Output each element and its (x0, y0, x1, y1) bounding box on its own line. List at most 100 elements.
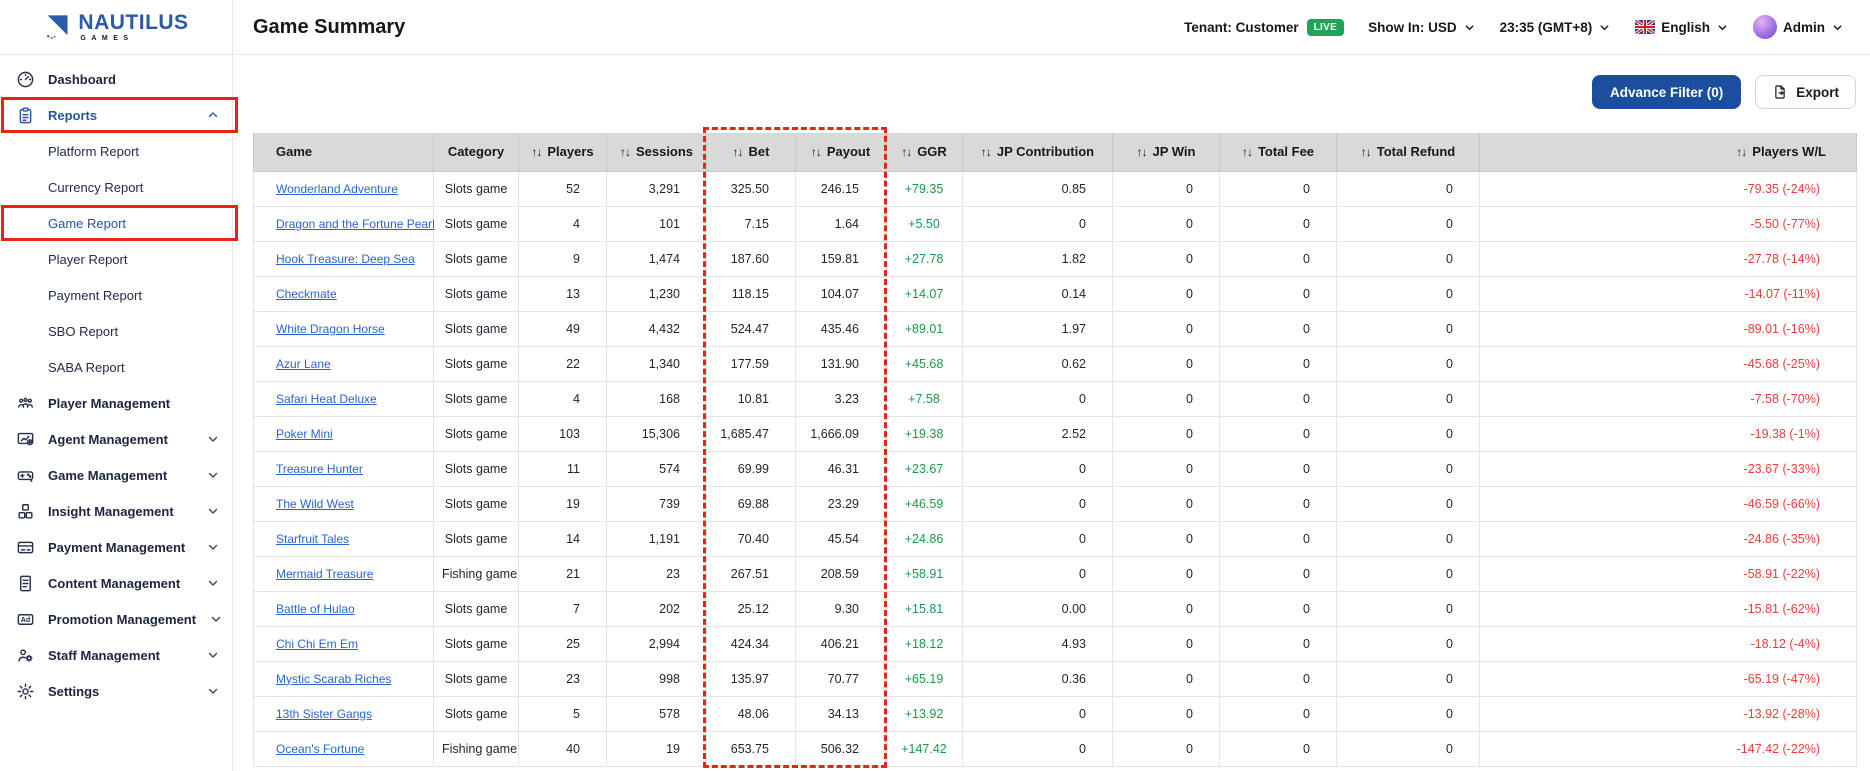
cell-total_fee: 0 (1219, 520, 1337, 557)
sidebar-item-saba-report[interactable]: SABA Report (0, 349, 232, 385)
gauge-icon (16, 70, 35, 89)
table-row: Ocean's Fortune Fishing game 40 19 653.75 506… (253, 730, 1857, 767)
sidebar-item-sbo-report[interactable]: SBO Report (0, 313, 232, 349)
game-link[interactable]: Chi Chi Em Em (276, 636, 359, 651)
sidebar-item-content-management[interactable]: Content Management (0, 565, 232, 601)
game-link[interactable]: Safari Heat Deluxe (276, 391, 377, 406)
game-link[interactable]: Starfruit Tales (276, 531, 350, 546)
cell-category: Slots game (433, 520, 519, 557)
cell-game: Mystic Scarab Riches (253, 660, 434, 697)
game-link[interactable]: Ocean's Fortune (276, 741, 365, 756)
cell-total_refund: 0 (1336, 660, 1480, 697)
cell-total_fee: 0 (1219, 380, 1337, 417)
cell-jp_contribution: 0 (962, 485, 1113, 522)
advance-filter-button[interactable]: Advance Filter (0) (1591, 75, 1742, 109)
cell-total_fee: 0 (1219, 485, 1337, 522)
column-header-players_wl[interactable]: ↑↓ Players W/L (1479, 133, 1857, 172)
tenant-indicator: Tenant: Customer LIVE (1184, 18, 1345, 36)
cell-payout: 208.59 (795, 555, 886, 592)
game-link[interactable]: Dragon and the Fortune Pearl (276, 216, 435, 231)
cell-sessions: 15,306 (606, 415, 707, 452)
column-header-jp_contribution[interactable]: ↑↓ JP Contribution (962, 133, 1113, 172)
currency-dropdown[interactable]: Show In: USD (1368, 20, 1476, 35)
cell-payout: 435.46 (795, 310, 886, 347)
export-button[interactable]: Export (1755, 75, 1856, 109)
cell-jp_win: 0 (1112, 555, 1220, 592)
timezone-dropdown[interactable]: 23:35 (GMT+8) (1500, 20, 1612, 35)
sidebar-item-payment-management[interactable]: Payment Management (0, 529, 232, 565)
cell-category: Slots game (433, 590, 519, 627)
sidebar-item-promotion-management[interactable]: Ad Promotion Management (0, 601, 232, 637)
cell-total_refund: 0 (1336, 205, 1480, 242)
sidebar-item-agent-management[interactable]: Agent Management (0, 421, 232, 457)
column-header-total_fee[interactable]: ↑↓ Total Fee (1219, 133, 1337, 172)
game-link[interactable]: Mystic Scarab Riches (276, 671, 392, 686)
column-header-players[interactable]: ↑↓ Players (518, 133, 607, 172)
game-link[interactable]: Azur Lane (276, 356, 331, 371)
cell-jp_contribution: 0 (962, 450, 1113, 487)
game-link[interactable]: Battle of Hulao (276, 601, 355, 616)
column-header-payout[interactable]: ↑↓ Payout (795, 133, 886, 172)
table-row: Safari Heat Deluxe Slots game 4 168 10.81 3.2… (253, 380, 1857, 417)
sidebar-item-reports[interactable]: Reports (0, 97, 238, 133)
sidebar-item-label: Staff Management (48, 647, 160, 663)
cell-jp_win: 0 (1112, 695, 1220, 732)
game-link[interactable]: Wonderland Adventure (276, 181, 398, 196)
game-link[interactable]: Mermaid Treasure (276, 566, 374, 581)
table-row: Wonderland Adventure Slots game 52 3,291 325… (253, 170, 1857, 207)
cell-jp_win: 0 (1112, 205, 1220, 242)
cell-jp_win: 0 (1112, 520, 1220, 557)
game-link[interactable]: Poker Mini (276, 426, 333, 441)
sidebar-item-player-report[interactable]: Player Report (0, 241, 232, 277)
cell-players_wl: -89.01 (-16%) (1479, 310, 1857, 347)
cell-jp_contribution: 2.52 (962, 415, 1113, 452)
cell-bet: 70.40 (706, 520, 796, 557)
sidebar-item-settings[interactable]: Settings (0, 673, 232, 709)
sidebar-menu: Dashboard Reports Platform Report Currency … (0, 55, 238, 709)
game-link[interactable]: Checkmate (276, 286, 337, 301)
cell-category: Fishing game (433, 555, 519, 592)
cell-total_fee: 0 (1219, 275, 1337, 312)
cell-category: Slots game (433, 450, 519, 487)
table-row: Battle of Hulao Slots game 7 202 25.12 9.30 +1… (253, 590, 1857, 627)
game-link[interactable]: White Dragon Horse (276, 321, 385, 336)
sidebar-item-game-report[interactable]: Game Report (0, 205, 238, 241)
sort-icon: ↑↓ (810, 145, 822, 160)
sort-icon: ↑↓ (1136, 145, 1148, 160)
game-link[interactable]: Treasure Hunter (276, 461, 363, 476)
game-link[interactable]: The Wild West (276, 496, 354, 511)
game-link[interactable]: 13th Sister Gangs (276, 706, 373, 721)
cell-sessions: 19 (606, 730, 707, 767)
column-header-bet[interactable]: ↑↓ Bet (706, 133, 796, 172)
sidebar-item-dashboard[interactable]: Dashboard (0, 61, 232, 97)
sidebar-item-staff-management[interactable]: Staff Management (0, 637, 232, 673)
sidebar-item-currency-report[interactable]: Currency Report (0, 169, 232, 205)
sidebar-item-insight-management[interactable]: Insight Management (0, 493, 232, 529)
sort-icon: ↑↓ (1736, 145, 1747, 160)
game-link[interactable]: Hook Treasure: Deep Sea (276, 251, 415, 266)
column-header-total_refund[interactable]: ↑↓ Total Refund (1336, 133, 1480, 172)
cell-jp_contribution: 0 (962, 520, 1113, 557)
sidebar-item-game-management[interactable]: Game Management (0, 457, 232, 493)
currency-label: Show In: USD (1368, 19, 1457, 35)
column-header-jp_win[interactable]: ↑↓ JP Win (1112, 133, 1220, 172)
cell-total_refund: 0 (1336, 345, 1480, 382)
cell-category: Slots game (433, 485, 519, 522)
chevron-down-icon (1600, 24, 1609, 30)
table-row: Treasure Hunter Slots game 11 574 69.99 46.31… (253, 450, 1857, 487)
cell-payout: 1.64 (795, 205, 886, 242)
sidebar-item-platform-report[interactable]: Platform Report (0, 133, 232, 169)
sort-icon: ↑↓ (1360, 145, 1372, 160)
column-header-ggr[interactable]: ↑↓ GGR (885, 133, 963, 172)
cell-total_fee: 0 (1219, 590, 1337, 627)
table-row: Chi Chi Em Em Slots game 25 2,994 424.34 406.… (253, 625, 1857, 662)
language-dropdown[interactable]: English (1635, 20, 1729, 35)
sidebar-item-player-management[interactable]: Player Management (0, 385, 232, 421)
user-menu[interactable]: Admin (1753, 15, 1844, 39)
cell-sessions: 3,291 (606, 170, 707, 207)
sidebar-item-payment-report[interactable]: Payment Report (0, 277, 232, 313)
cell-jp_contribution: 1.97 (962, 310, 1113, 347)
column-header-sessions[interactable]: ↑↓ Sessions (606, 133, 707, 172)
cell-payout: 46.31 (795, 450, 886, 487)
cell-players: 103 (518, 415, 607, 452)
